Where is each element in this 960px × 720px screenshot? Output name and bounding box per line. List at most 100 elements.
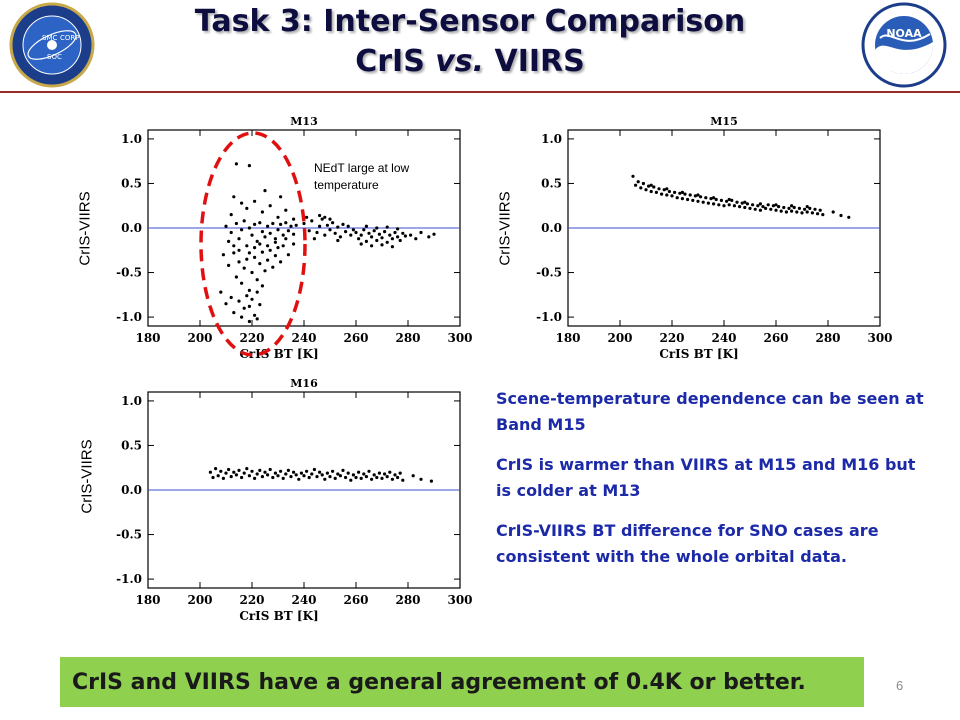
data-point bbox=[370, 477, 374, 481]
data-point bbox=[359, 242, 363, 246]
data-point bbox=[234, 473, 238, 477]
data-point bbox=[647, 184, 651, 188]
data-point bbox=[279, 222, 283, 226]
data-point bbox=[237, 248, 241, 252]
data-point bbox=[364, 475, 368, 479]
data-point bbox=[774, 208, 778, 212]
data-point bbox=[297, 477, 301, 481]
noaa-wordmark: NOAA bbox=[886, 27, 922, 40]
data-point bbox=[284, 237, 288, 241]
data-point bbox=[401, 478, 405, 482]
data-point bbox=[292, 232, 296, 236]
data-point bbox=[797, 206, 801, 210]
data-point bbox=[245, 294, 249, 298]
data-point bbox=[234, 275, 238, 279]
data-point bbox=[688, 193, 692, 197]
y-tick-label: -0.5 bbox=[116, 528, 142, 542]
data-point bbox=[240, 281, 244, 285]
data-point bbox=[375, 475, 379, 480]
data-point bbox=[208, 470, 212, 474]
data-point bbox=[403, 234, 407, 238]
data-point bbox=[771, 204, 775, 208]
data-point bbox=[323, 233, 327, 237]
data-point bbox=[318, 213, 322, 218]
x-tick-label: 220 bbox=[659, 331, 684, 345]
data-point bbox=[649, 189, 653, 194]
data-point bbox=[242, 471, 246, 475]
data-point bbox=[362, 472, 366, 476]
data-point bbox=[266, 224, 270, 228]
data-point bbox=[370, 244, 374, 248]
data-point bbox=[258, 221, 262, 225]
x-axis-label: CrIS BT [K] bbox=[239, 609, 318, 623]
data-point bbox=[751, 203, 755, 207]
data-point bbox=[281, 233, 285, 237]
data-point bbox=[336, 225, 340, 229]
data-point bbox=[364, 224, 368, 228]
data-point bbox=[323, 215, 327, 219]
data-point bbox=[816, 212, 820, 216]
y-tick-label: 1.0 bbox=[121, 132, 142, 146]
chart-title: M16 bbox=[290, 377, 318, 390]
x-tick-label: 220 bbox=[239, 593, 264, 607]
data-point bbox=[258, 468, 262, 472]
annotation-line-2: temperature bbox=[314, 178, 379, 192]
data-point bbox=[782, 205, 786, 210]
data-point bbox=[250, 297, 254, 301]
data-point bbox=[393, 230, 397, 235]
data-point bbox=[258, 262, 262, 266]
data-point bbox=[284, 472, 288, 476]
data-point bbox=[247, 304, 251, 308]
data-point bbox=[281, 244, 285, 248]
data-point bbox=[234, 162, 238, 166]
data-point bbox=[268, 204, 272, 208]
data-point bbox=[784, 210, 788, 214]
data-point bbox=[383, 472, 387, 476]
note-item: Scene-temperature dependence can be seen… bbox=[496, 389, 924, 434]
data-point bbox=[307, 475, 311, 480]
data-point bbox=[362, 228, 366, 232]
data-point bbox=[273, 240, 277, 244]
data-point bbox=[652, 185, 656, 189]
data-point bbox=[328, 228, 332, 232]
data-point bbox=[367, 469, 371, 473]
data-point bbox=[245, 257, 249, 261]
data-point bbox=[673, 190, 677, 194]
data-point bbox=[641, 181, 645, 186]
data-point bbox=[821, 213, 825, 217]
data-point bbox=[242, 219, 246, 223]
data-point bbox=[255, 239, 259, 243]
data-point bbox=[377, 471, 381, 475]
data-point bbox=[271, 221, 275, 226]
data-point bbox=[302, 221, 306, 226]
data-point bbox=[800, 211, 804, 215]
data-point bbox=[250, 270, 254, 275]
data-point bbox=[390, 245, 394, 249]
data-point bbox=[390, 237, 394, 241]
y-axis-label-m16: CrIS-VIIRS bbox=[78, 439, 96, 514]
data-point bbox=[331, 469, 335, 473]
data-point bbox=[266, 473, 270, 477]
data-point bbox=[409, 233, 413, 237]
x-tick-label: 280 bbox=[395, 593, 420, 607]
data-point bbox=[839, 213, 843, 218]
chart-m13: M13 180 200 220 240 260 280 300 -1.0 -0.5 0.0 0.5 1.… bbox=[116, 115, 472, 361]
data-point bbox=[336, 238, 340, 243]
nedt-annotation: NEdT large at low temperature bbox=[314, 160, 409, 194]
data-point bbox=[662, 188, 666, 192]
data-point bbox=[289, 224, 293, 228]
note-item: CrIS is warmer than VIIRS at M15 and M16… bbox=[496, 455, 916, 500]
data-point bbox=[346, 471, 350, 475]
chart-m15: M15 180 200 220 240 260 280 300 -1.0 -0.5 0.0 0.5 1.… bbox=[536, 115, 892, 361]
data-point bbox=[263, 269, 267, 273]
data-point bbox=[247, 288, 251, 292]
x-tick-label: 280 bbox=[815, 331, 840, 345]
x-tick-label: 300 bbox=[867, 331, 892, 345]
data-point bbox=[667, 189, 671, 194]
data-point bbox=[730, 198, 734, 202]
data-point bbox=[276, 215, 280, 219]
header-divider bbox=[0, 91, 960, 93]
data-point bbox=[764, 206, 768, 210]
data-point bbox=[310, 219, 314, 223]
data-point bbox=[227, 467, 231, 472]
